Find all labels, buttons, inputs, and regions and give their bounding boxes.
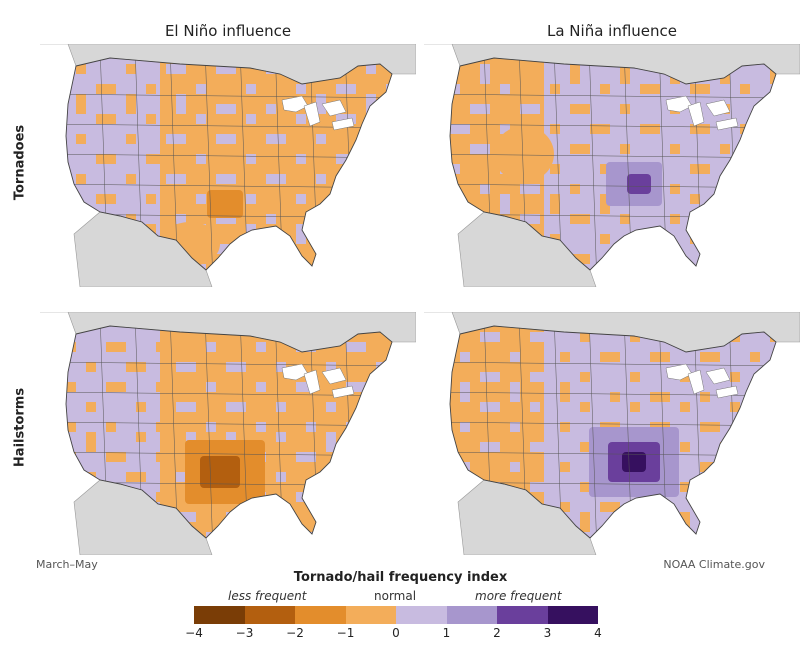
legend-swatch: [547, 606, 598, 624]
map-panel-hailstorms-el-nino: [40, 312, 416, 555]
map-panel-tornadoes-el-nino: [40, 44, 416, 287]
season-label: March–May: [36, 558, 98, 571]
legend-tick-label: 4: [594, 626, 602, 640]
legend-less-label: less frequent: [228, 589, 307, 603]
map-svg: [40, 44, 416, 287]
map-svg: [424, 44, 800, 287]
legend-tick-label: 3: [543, 626, 552, 640]
legend-swatch: [295, 606, 346, 624]
legend-tick-label: −3: [235, 626, 254, 640]
legend-tick-label: −2: [286, 626, 304, 640]
map-svg: [40, 312, 416, 555]
row-label-hailstorms: Hailstorms: [12, 387, 28, 468]
legend-swatch: [497, 606, 548, 624]
legend-more-label: more frequent: [475, 589, 562, 603]
legend-swatch: [345, 606, 396, 624]
legend-swatch: [194, 606, 245, 624]
legend-normal-label: normal: [374, 589, 417, 603]
row-label-tornadoes: Tornadoes: [12, 124, 28, 201]
map-panel-tornadoes-la-nina: [424, 44, 800, 287]
legend-tick-label: 2: [493, 626, 501, 640]
legend-title: Tornado/hail frequency index: [293, 570, 508, 585]
column-title-el-nino: El Niño influence: [164, 22, 292, 40]
column-title-la-nina: La Niña influence: [546, 22, 677, 40]
credit-label: NOAA Climate.gov: [663, 558, 765, 571]
map-panel-hailstorms-la-nina: [424, 312, 800, 555]
legend-tick-label: 0: [392, 626, 400, 640]
legend-swatch: [396, 606, 447, 624]
legend-tick-label: −1: [336, 626, 355, 640]
legend-tick-label: −4: [185, 626, 203, 640]
legend-color-bar: [194, 606, 598, 624]
legend-swatch: [446, 606, 497, 624]
legend-tick-label: 1: [442, 626, 451, 640]
map-svg: [424, 312, 800, 555]
legend-swatch: [244, 606, 295, 624]
